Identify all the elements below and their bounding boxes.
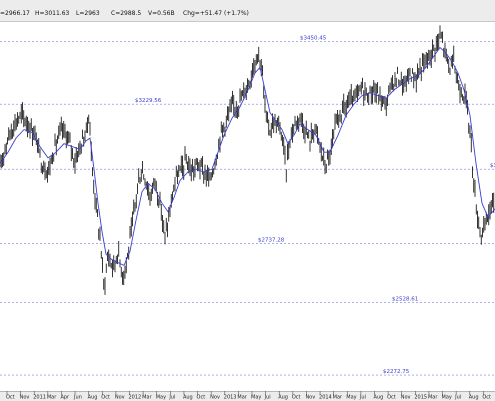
price-level-label: $3229.56 — [135, 98, 162, 104]
price-level-label: $2528.61 — [392, 297, 418, 303]
x-tick-label: 2013 — [224, 395, 237, 401]
x-tick-label: Oct — [387, 395, 396, 401]
x-tick-label: Mar — [47, 395, 57, 401]
x-tick-label: Jul — [264, 395, 271, 401]
price-level-label: $3 — [490, 163, 495, 169]
x-tick-label: Nov — [20, 395, 30, 401]
moving-average-line — [0, 46, 495, 267]
x-tick-label: May — [156, 395, 166, 401]
x-tick-label: Aug — [469, 395, 479, 401]
x-tick-label: Aug — [278, 395, 288, 401]
x-tick-label: Apr — [60, 395, 70, 401]
x-tick-label: 2011 — [33, 395, 46, 401]
x-tick-label: Oct — [197, 395, 206, 401]
x-tick-label: Aug — [374, 395, 384, 401]
x-tick-label: Jun — [73, 395, 82, 401]
x-tick-label: Oct — [482, 395, 491, 401]
x-tick-label: Mar — [142, 395, 152, 401]
low-value: L=2963 — [76, 10, 100, 17]
open-value: =2966.17 — [0, 10, 30, 17]
volume-value: V=0.56B — [148, 10, 175, 17]
x-tick-label: Jul — [168, 395, 175, 401]
x-tick-label: 2015 — [414, 395, 427, 401]
x-tick-label: Nov — [115, 395, 125, 401]
price-level-label: $3450.45 — [300, 36, 327, 42]
price-level-label: $2737.28 — [258, 238, 285, 244]
high-value: H=3011.63 — [35, 10, 70, 17]
x-tick-label: Aug — [88, 395, 98, 401]
x-tick-label: Jul — [359, 395, 366, 401]
change-value: Chg=+51.47 (+1.7%) — [183, 10, 249, 17]
x-tick-label: Aug — [183, 395, 193, 401]
price-level-label: $2272.75 — [383, 369, 410, 375]
time-axis-bar — [0, 391, 495, 401]
x-tick-label: Mar — [237, 395, 247, 401]
x-tick-label: May — [346, 395, 356, 401]
quote-toolbar: =2966.17 H=3011.63 L=2963 C=2988.5 V=0.5… — [0, 0, 495, 22]
close-value: C=2988.5 — [111, 10, 142, 17]
x-tick-label: May — [251, 395, 261, 401]
x-tick-label: 2012 — [129, 395, 142, 401]
x-tick-label: Nov — [305, 395, 315, 401]
x-tick-label: Oct — [292, 395, 301, 401]
x-tick-label: Oct — [101, 395, 110, 401]
x-tick-label: 2014 — [319, 395, 332, 401]
x-tick-label: Jul — [454, 395, 461, 401]
x-tick-label: Oct — [6, 395, 15, 401]
x-tick-label: Nov — [401, 395, 411, 401]
x-tick-label: Nov — [210, 395, 220, 401]
x-tick-label: Mar — [428, 395, 438, 401]
x-tick-label: Mar — [333, 395, 343, 401]
x-tick-label: May — [442, 395, 452, 401]
